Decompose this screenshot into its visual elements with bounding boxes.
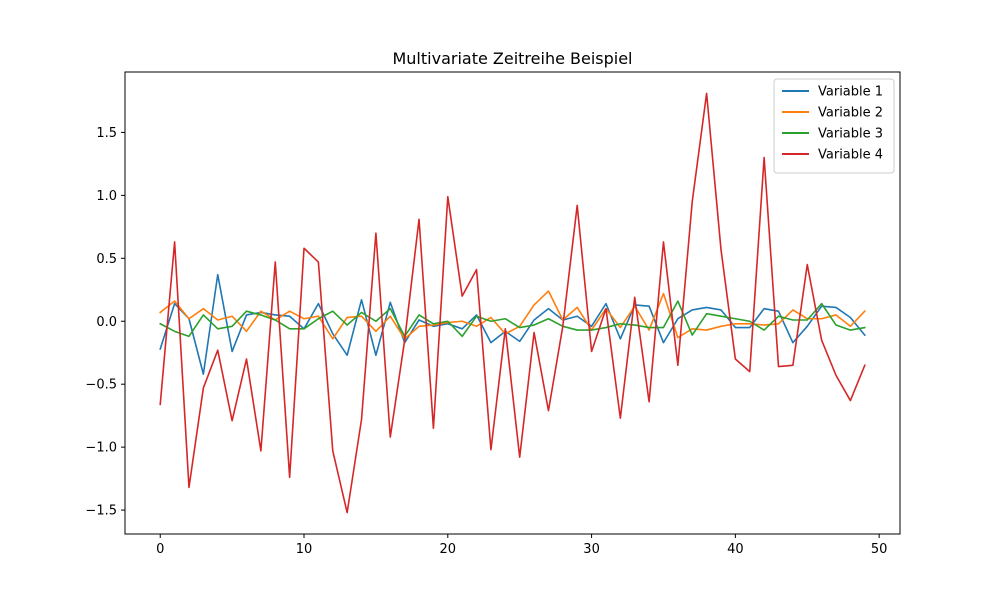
y-axis: −1.5 −1.0 −0.5 0.0 0.5 1.0 1.5 bbox=[85, 126, 125, 519]
y-tick-label: −1.5 bbox=[85, 504, 117, 519]
legend: Variable 1 Variable 2 Variable 3 Variable 4 bbox=[773, 78, 895, 174]
legend-label-2: Variable 2 bbox=[818, 106, 883, 121]
plot-frame bbox=[124, 71, 901, 535]
x-tick-label: 20 bbox=[440, 542, 457, 557]
legend-label-1: Variable 1 bbox=[818, 85, 883, 100]
y-tick-label: −1.0 bbox=[85, 441, 117, 456]
y-tick-label: 0.5 bbox=[96, 252, 117, 267]
x-tick-label: 10 bbox=[296, 542, 313, 557]
chart-title: Multivariate Zeitreihe Beispiel bbox=[392, 49, 632, 68]
legend-label-4: Variable 4 bbox=[818, 148, 883, 163]
x-tick-label: 30 bbox=[583, 542, 600, 557]
y-tick-label: 1.5 bbox=[96, 126, 117, 141]
series-line-2 bbox=[159, 290, 866, 340]
y-tick-label: 0.0 bbox=[96, 315, 117, 330]
series-layer bbox=[159, 92, 866, 514]
series-line-4 bbox=[159, 92, 866, 514]
legend-label-3: Variable 3 bbox=[818, 127, 883, 142]
plot-area bbox=[125, 72, 900, 534]
legend-box bbox=[773, 78, 895, 174]
x-tick-label: 50 bbox=[871, 542, 888, 557]
series-line-3 bbox=[159, 300, 866, 338]
y-tick-label: 1.0 bbox=[96, 189, 117, 204]
x-tick-label: 0 bbox=[156, 542, 164, 557]
x-tick-label: 40 bbox=[727, 542, 744, 557]
series-line-1 bbox=[159, 273, 866, 375]
y-tick-label: −0.5 bbox=[85, 378, 117, 393]
x-axis: 0 10 20 30 40 50 bbox=[156, 534, 887, 557]
